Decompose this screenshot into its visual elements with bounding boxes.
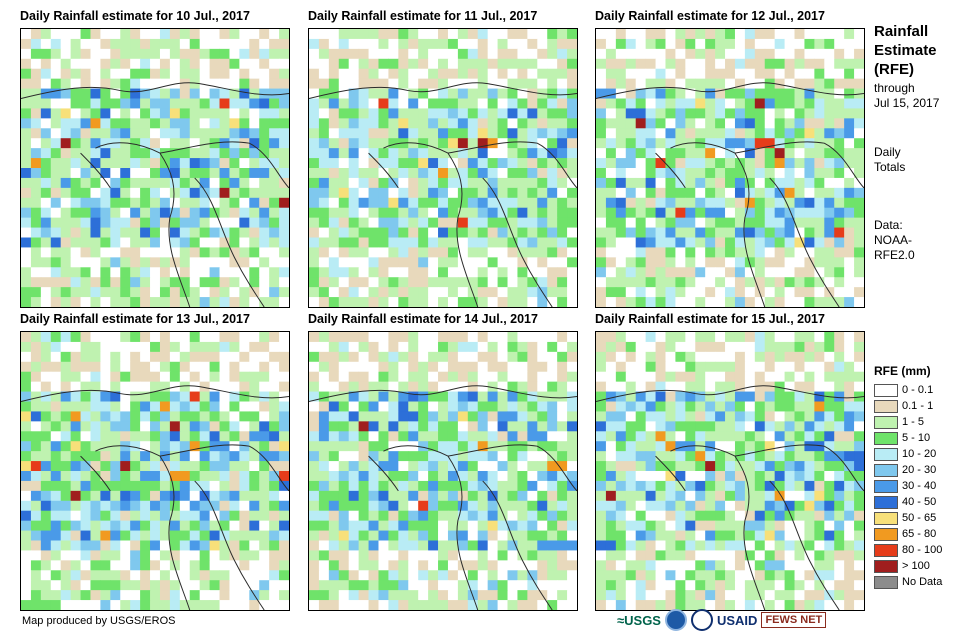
legend-item: 65 - 80	[874, 526, 964, 542]
legend-label: > 100	[902, 559, 930, 572]
legend-label: 40 - 50	[902, 495, 937, 508]
legend-swatch	[874, 559, 898, 573]
totals-line: Daily	[874, 145, 901, 159]
legend-swatch	[874, 447, 898, 461]
rainfall-map	[595, 331, 865, 611]
product-title-line: Rainfall	[874, 23, 929, 40]
legend-swatch	[874, 383, 898, 397]
legend-swatch	[874, 431, 898, 445]
legend-item: 0 - 0.1	[874, 382, 964, 398]
legend-swatch	[874, 575, 898, 589]
rainfall-raster	[596, 29, 864, 307]
noaa-logo	[664, 609, 687, 631]
legend-swatch	[874, 495, 898, 509]
rainfall-raster	[596, 332, 864, 610]
panel-title: Daily Rainfall estimate for 11 Jul., 201…	[308, 9, 538, 23]
data-source-line: NOAA-	[874, 233, 913, 247]
rainfall-map	[308, 28, 578, 308]
legend-swatch	[874, 527, 898, 541]
logo-strip: ≈USGS USAID FEWS NET	[617, 606, 862, 634]
rainfall-map	[20, 28, 290, 308]
panel-title: Daily Rainfall estimate for 10 Jul., 201…	[20, 9, 250, 23]
legend-item: 0.1 - 1	[874, 398, 964, 414]
rainfall-map	[308, 331, 578, 611]
legend-label: 1 - 5	[902, 415, 925, 428]
legend-label: 10 - 20	[902, 447, 937, 460]
legend-label: 0.1 - 1	[902, 399, 934, 412]
legend-swatch	[874, 399, 898, 413]
rainfall-map	[20, 331, 290, 611]
legend-swatch	[874, 415, 898, 429]
fews-net-logo: FEWS NET	[761, 612, 827, 628]
legend-label: No Data	[902, 575, 943, 588]
legend-label: 30 - 40	[902, 479, 937, 492]
legend-item: > 100	[874, 558, 964, 574]
legend-item: No Data	[874, 574, 964, 590]
panel-title: Daily Rainfall estimate for 12 Jul., 201…	[595, 9, 825, 23]
through-label: through	[874, 81, 915, 95]
rainfall-raster	[309, 29, 577, 307]
rainfall-raster	[21, 29, 289, 307]
legend-swatch	[874, 543, 898, 557]
usaid-seal-icon	[690, 609, 713, 631]
legend-item: 80 - 100	[874, 542, 964, 558]
data-source-line: RFE2.0	[874, 248, 915, 262]
through-date: Jul 15, 2017	[874, 96, 940, 110]
legend-item: 20 - 30	[874, 462, 964, 478]
legend-item: 5 - 10	[874, 430, 964, 446]
legend-title: RFE (mm)	[874, 364, 931, 378]
usaid-logo: USAID	[716, 612, 758, 628]
legend-item: 10 - 20	[874, 446, 964, 462]
legend-label: 20 - 30	[902, 463, 937, 476]
legend-label: 80 - 100	[902, 543, 943, 556]
data-source-line: Data:	[874, 218, 903, 232]
legend-label: 0 - 0.1	[902, 383, 934, 396]
panel-title: Daily Rainfall estimate for 13 Jul., 201…	[20, 312, 250, 326]
rainfall-map	[595, 28, 865, 308]
product-title-line: Estimate	[874, 42, 937, 59]
legend-swatch	[874, 511, 898, 525]
product-title-line: (RFE)	[874, 61, 914, 78]
rainfall-raster	[21, 332, 289, 610]
legend-item: 50 - 65	[874, 510, 964, 526]
legend-label: 65 - 80	[902, 527, 937, 540]
totals-line: Totals	[874, 160, 906, 174]
legend-item: 30 - 40	[874, 478, 964, 494]
legend-item: 40 - 50	[874, 494, 964, 510]
legend-swatch	[874, 463, 898, 477]
panel-title: Daily Rainfall estimate for 14 Jul., 201…	[308, 312, 538, 326]
side-info: Rainfall Estimate (RFE) through Jul 15, …	[874, 22, 964, 263]
rainfall-raster	[309, 332, 577, 610]
legend-label: 5 - 10	[902, 431, 931, 444]
map-credit: Map produced by USGS/EROS	[22, 615, 176, 627]
usgs-logo: ≈USGS	[617, 612, 661, 628]
legend-item: 1 - 5	[874, 414, 964, 430]
panel-title: Daily Rainfall estimate for 15 Jul., 201…	[595, 312, 825, 326]
rfe-legend: RFE (mm) 0 - 0.1 0.1 - 1 1 - 5 5 - 10 10 - 2…	[874, 364, 964, 590]
legend-label: 50 - 65	[902, 511, 937, 524]
legend-swatch	[874, 479, 898, 493]
